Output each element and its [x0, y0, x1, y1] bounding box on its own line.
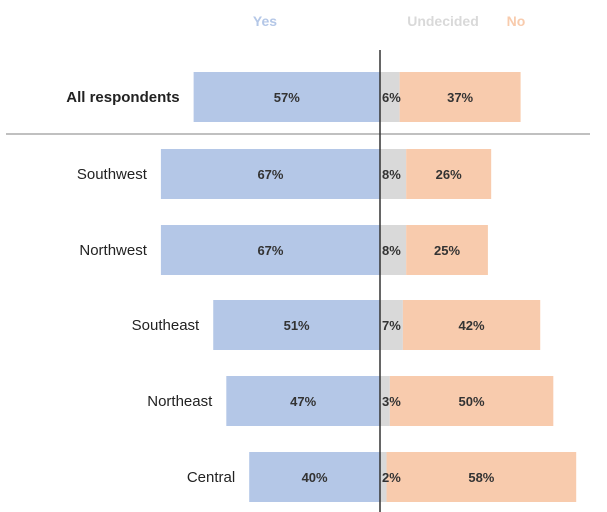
category-label-all-respondents: All respondents	[66, 89, 179, 106]
value-label-undecided-southeast: 7%	[382, 318, 401, 333]
value-label-undecided-northeast: 3%	[382, 394, 401, 409]
bar-undecided-southeast	[380, 300, 403, 350]
legend-no: No	[507, 13, 526, 29]
value-label-yes-southeast: 51%	[284, 318, 310, 333]
value-label-no-southwest: 26%	[436, 167, 462, 182]
bar-rows: All respondents 57% 6% 37% Southwest 67% 8% 26%…	[66, 72, 577, 502]
value-label-yes-all-respondents: 57%	[274, 90, 300, 105]
value-label-yes-northwest: 67%	[257, 243, 283, 258]
bar-no-southeast	[402, 300, 541, 350]
bar-yes-northwest	[160, 225, 380, 275]
value-label-undecided-southwest: 8%	[382, 167, 401, 182]
bar-undecided-northeast	[380, 376, 390, 426]
category-label-northeast: Northeast	[147, 393, 213, 410]
category-label-southwest: Southwest	[77, 166, 148, 183]
bar-undecided-southwest	[380, 149, 407, 199]
bar-yes-central	[249, 452, 380, 502]
value-label-no-all-respondents: 37%	[447, 90, 473, 105]
bar-no-all-respondents	[399, 72, 521, 122]
value-label-no-central: 58%	[468, 470, 494, 485]
bar-yes-southwest	[160, 149, 380, 199]
bar-no-southwest	[406, 149, 492, 199]
bar-row-northwest: Northwest 67% 8% 25%	[79, 225, 488, 275]
value-label-yes-northeast: 47%	[290, 394, 316, 409]
value-label-no-northwest: 25%	[434, 243, 460, 258]
bar-row-central: Central 40% 2% 58%	[187, 452, 577, 502]
value-label-yes-southwest: 67%	[257, 167, 283, 182]
bar-row-southeast: Southeast 51% 7% 42%	[132, 300, 541, 350]
category-label-southeast: Southeast	[132, 317, 200, 334]
bar-undecided-northwest	[380, 225, 407, 275]
value-label-undecided-northwest: 8%	[382, 243, 401, 258]
bar-row-northeast: Northeast 47% 3% 50%	[147, 376, 554, 426]
bar-row-southwest: Southwest 67% 8% 26%	[77, 149, 492, 199]
category-label-northwest: Northwest	[79, 242, 147, 259]
bar-undecided-all-respondents	[380, 72, 400, 122]
legend-yes: Yes	[253, 13, 277, 29]
category-label-central: Central	[187, 469, 235, 486]
bar-no-central	[386, 452, 577, 502]
bar-no-northeast	[389, 376, 554, 426]
bar-no-northwest	[406, 225, 488, 275]
legend-undecided: Undecided	[407, 13, 479, 29]
value-label-no-southeast: 42%	[459, 318, 485, 333]
value-label-undecided-all-respondents: 6%	[382, 90, 401, 105]
bar-yes-northeast	[226, 376, 380, 426]
bar-undecided-central	[380, 452, 387, 502]
bar-yes-southeast	[213, 300, 380, 350]
value-label-undecided-central: 2%	[382, 470, 401, 485]
chart-legend: Yes Undecided No	[253, 13, 525, 29]
value-label-yes-central: 40%	[302, 470, 328, 485]
bar-yes-all-respondents	[193, 72, 380, 122]
bar-row-all-respondents: All respondents 57% 6% 37%	[66, 72, 521, 122]
value-label-no-northeast: 50%	[459, 394, 485, 409]
